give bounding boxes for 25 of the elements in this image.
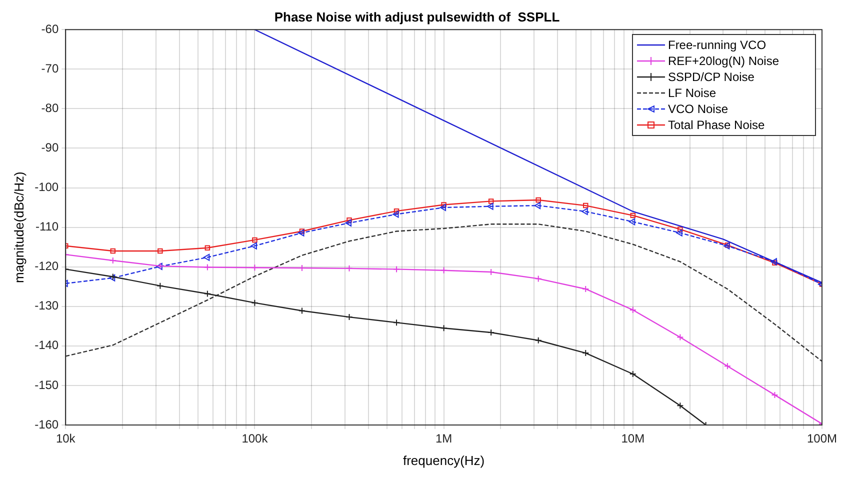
x-axis-title: frequency(Hz) (402, 452, 485, 468)
legend-label: Free-running VCO (668, 36, 766, 53)
x-tick-label: 10k (56, 432, 76, 446)
y-tick-label: -120 (34, 259, 59, 274)
legend-label: VCO Noise (668, 100, 728, 117)
x-tick-label: 100k (242, 432, 269, 446)
y-tick-label: -130 (34, 298, 59, 313)
y-tick-label: -70 (41, 61, 59, 76)
y-tick-label: -150 (34, 378, 59, 392)
legend-label: Total Phase Noise (668, 116, 765, 133)
legend-label: LF Noise (668, 84, 716, 101)
y-tick-label: -80 (41, 100, 59, 115)
y-tick-label: -60 (41, 22, 59, 36)
y-tick-label: -100 (34, 180, 59, 194)
y-axis-title: magnitude(dBc/Hz) (11, 172, 26, 283)
y-tick-label: -110 (35, 220, 59, 234)
x-tick-label: 100M (806, 432, 838, 446)
x-tick-label: 10M (621, 432, 645, 446)
legend-label: SSPD/CP Noise (668, 68, 754, 85)
y-tick-label: -90 (41, 140, 59, 155)
x-tick-label: 1M (435, 432, 452, 446)
y-tick-label: -160 (34, 417, 59, 432)
legend-label: REF+20log(N) Noise (668, 52, 780, 69)
chart-title: Phase Noise with adjust pulsewidth of SSPLL (274, 9, 560, 24)
y-tick-label: -140 (34, 338, 59, 352)
